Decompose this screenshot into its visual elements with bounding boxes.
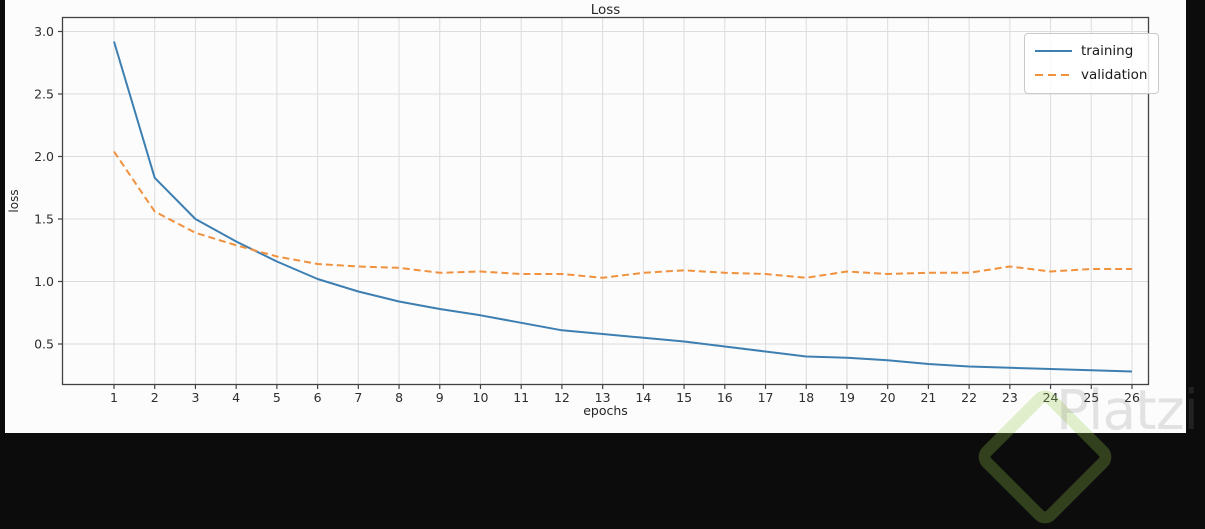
x-tick-label: 20 xyxy=(880,390,896,405)
validation-line xyxy=(113,150,1132,279)
y-tick-label: 0.5 xyxy=(34,337,54,352)
y-tick-label: 1.0 xyxy=(34,274,54,289)
x-tick-label: 21 xyxy=(920,390,936,405)
figure-canvas: 1 2 3 4 5 6 7 8 9 10 11 12 13 14 15 16 17 18 19 20 21 22 23 24 2… xyxy=(5,0,1186,433)
legend: training validation xyxy=(1024,33,1160,94)
x-tick-label: 24 xyxy=(1043,390,1059,405)
x-tick-label: 25 xyxy=(1083,390,1099,405)
x-tick-label: 3 xyxy=(191,390,199,405)
x-tick-label: 4 xyxy=(232,390,240,405)
x-tick-label: 2 xyxy=(151,390,159,405)
x-tick-label: 16 xyxy=(717,390,733,405)
plot-border xyxy=(61,16,1150,386)
y-tick-label: 3.0 xyxy=(34,24,54,39)
legend-label-validation: validation xyxy=(1081,67,1148,83)
y-tick-label: 2.5 xyxy=(34,87,54,102)
legend-label-training: training xyxy=(1081,43,1134,59)
validation-line-sample-icon xyxy=(1035,74,1072,76)
x-tick-label: 19 xyxy=(839,390,855,405)
x-tick-label: 6 xyxy=(314,390,322,405)
x-tick-label: 11 xyxy=(513,390,529,405)
x-tick-label: 18 xyxy=(798,390,814,405)
training-line xyxy=(113,41,1133,373)
x-tick-label: 17 xyxy=(758,390,774,405)
y-tick-label: 2.0 xyxy=(34,149,54,164)
x-tick-label: 13 xyxy=(595,390,611,405)
x-tick-label: 5 xyxy=(273,390,281,405)
x-tick-label: 22 xyxy=(961,390,977,405)
x-tick-label: 9 xyxy=(436,390,444,405)
x-tick-label: 10 xyxy=(473,390,489,405)
training-line-sample-icon xyxy=(1035,50,1072,52)
x-tick-label: 1 xyxy=(110,390,118,405)
x-tick-label: 26 xyxy=(1124,390,1140,405)
x-axis-label: epochs xyxy=(583,403,628,418)
legend-entry-training: training xyxy=(1035,39,1147,63)
x-tick-label: 12 xyxy=(554,390,570,405)
screenshot-root: { "window": { "frame_color": "#0c0c0c", … xyxy=(5,0,1199,529)
x-tick-label: 8 xyxy=(395,390,403,405)
x-tick-label: 7 xyxy=(354,390,362,405)
y-tick-label: 1.5 xyxy=(34,212,54,227)
y-axis-label: loss xyxy=(7,189,21,213)
x-tick-label: 14 xyxy=(635,390,651,405)
chart-title: Loss xyxy=(590,2,621,18)
x-tick-label: 15 xyxy=(676,390,692,405)
x-tick-label: 23 xyxy=(1002,390,1018,405)
legend-entry-validation: validation xyxy=(1035,63,1147,87)
loss-line-chart: 1 2 3 4 5 6 7 8 9 10 11 12 13 14 15 16 17 18 19 20 21 22 23 24 2… xyxy=(34,16,1150,405)
